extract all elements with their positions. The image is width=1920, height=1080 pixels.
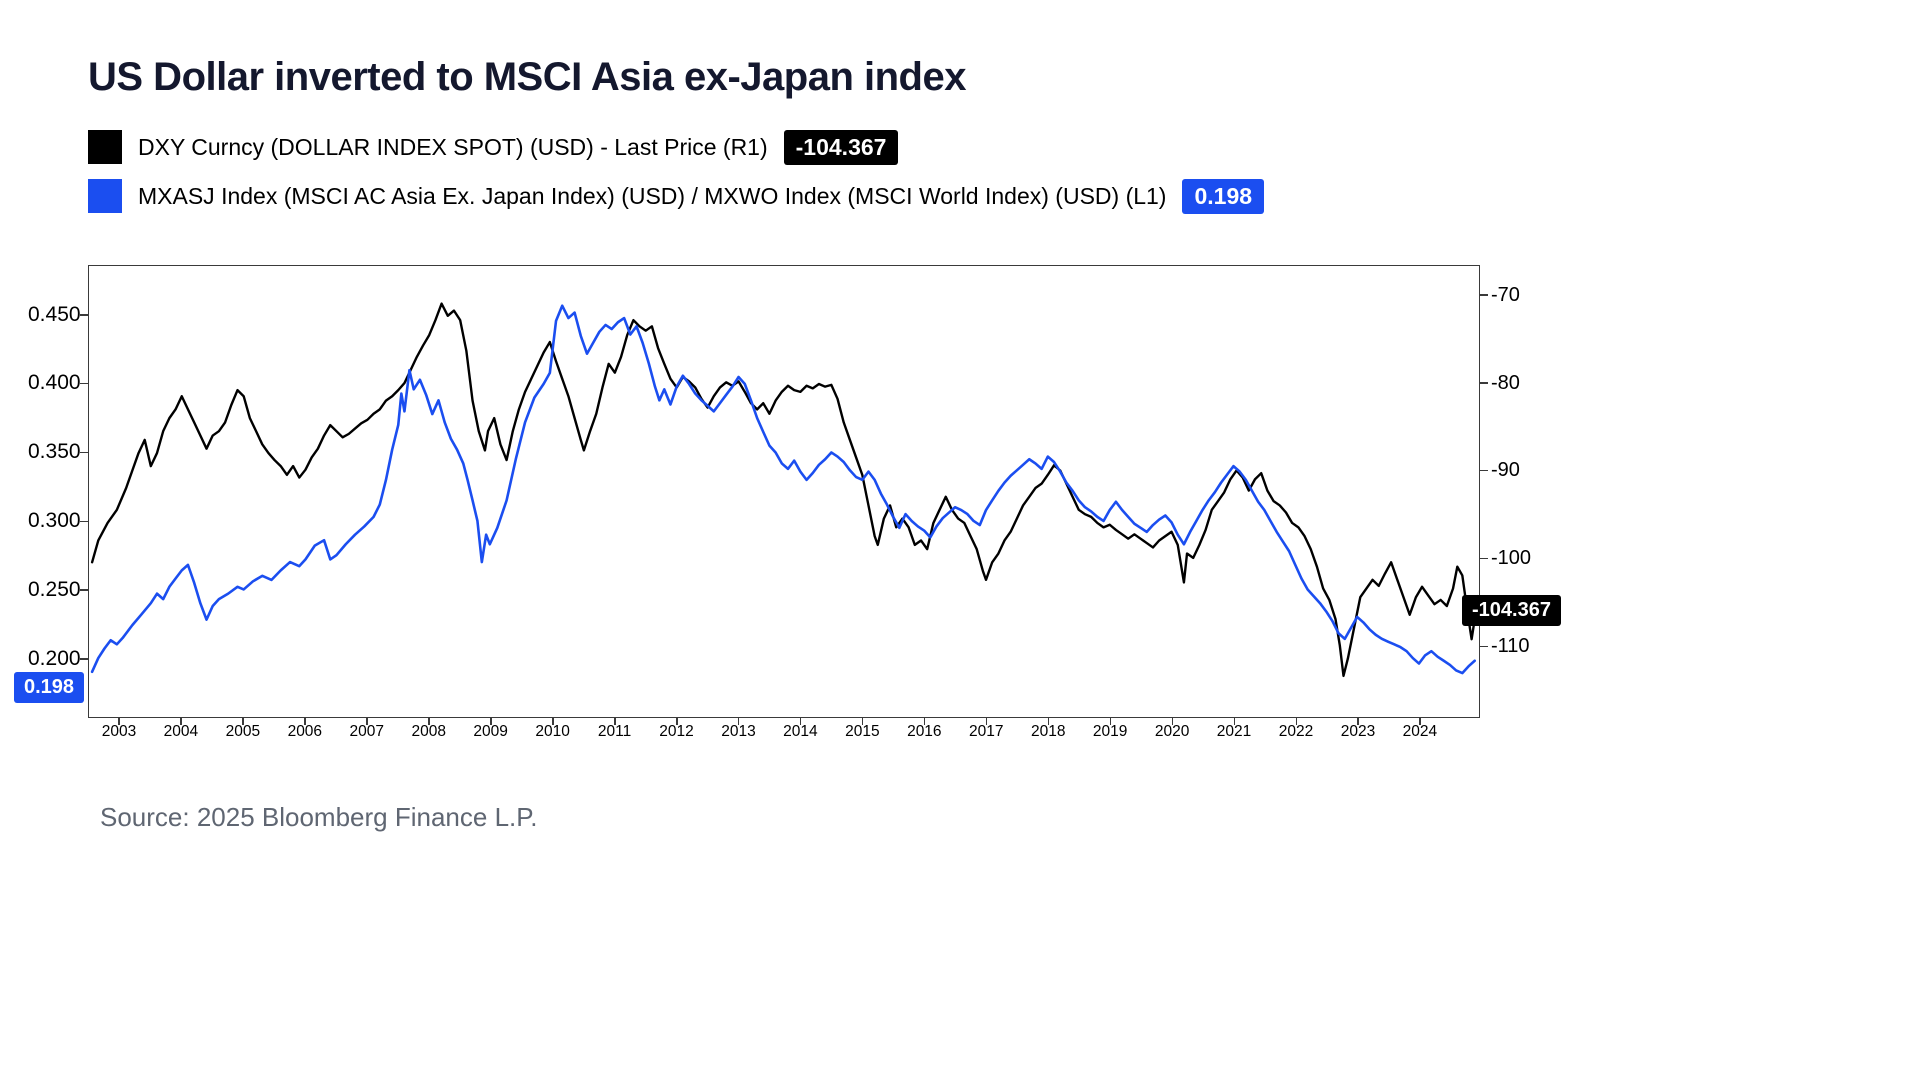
chart-canvas bbox=[90, 302, 1479, 678]
x-axis-tick-label: 2006 bbox=[287, 723, 323, 740]
x-axis-tick-mark bbox=[1419, 718, 1421, 725]
left-axis-tick-mark bbox=[80, 520, 88, 523]
x-axis-tick-mark bbox=[985, 718, 988, 725]
x-axis-tick-label: 2009 bbox=[473, 723, 508, 740]
x-axis-tick-mark bbox=[428, 718, 430, 725]
plot-area bbox=[88, 265, 1480, 718]
right-axis-tick-label: -90 bbox=[1491, 459, 1520, 482]
dxy-end-value-badge: -104.367 bbox=[1462, 594, 1561, 626]
legend-item-msci-ratio: MXASJ Index (MSCI AC Asia Ex. Japan Inde… bbox=[88, 177, 1265, 215]
x-axis-tick-label: 2011 bbox=[597, 723, 632, 740]
x-axis-tick-mark bbox=[799, 718, 802, 725]
legend-label-msci-ratio: MXASJ Index (MSCI AC Asia Ex. Japan Inde… bbox=[138, 182, 1167, 209]
x-axis-tick-label: 2019 bbox=[1092, 723, 1128, 740]
x-axis-tick-label: 2013 bbox=[721, 723, 756, 740]
x-axis-tick-mark bbox=[614, 718, 616, 725]
dxy-line bbox=[90, 302, 1479, 678]
x-axis-tick-mark bbox=[366, 718, 368, 725]
right-axis-tick-label: -110 bbox=[1491, 635, 1530, 657]
x-axis-tick-label: 2020 bbox=[1154, 723, 1190, 740]
x-axis-tick-mark bbox=[1295, 718, 1297, 725]
source-note: Source: 2025 Bloomberg Finance L.P. bbox=[100, 802, 538, 832]
x-axis-tick-mark bbox=[861, 718, 864, 725]
x-axis-tick-mark bbox=[1357, 718, 1359, 725]
left-axis-tick-label: 0.400 bbox=[28, 371, 81, 395]
left-axis-tick-mark bbox=[80, 589, 88, 591]
x-axis-tick-label: 2010 bbox=[535, 723, 570, 740]
left-axis-tick-label: 0.200 bbox=[28, 646, 81, 670]
page-title: US Dollar inverted to MSCI Asia ex-Japan… bbox=[88, 55, 966, 99]
right-axis-tick-mark bbox=[1480, 557, 1488, 560]
x-axis-tick-label: 2024 bbox=[1402, 723, 1438, 740]
msci-ratio-line bbox=[90, 304, 1477, 675]
x-axis-tick-mark bbox=[118, 718, 120, 725]
right-axis-tick-label: -100 bbox=[1491, 547, 1532, 570]
legend-label-dxy: DXY Curncy (DOLLAR INDEX SPOT) (USD) - L… bbox=[138, 133, 768, 160]
right-axis-tick-mark bbox=[1480, 469, 1488, 472]
x-axis-tick-label: 2017 bbox=[969, 723, 1004, 740]
x-axis-tick-label: 2007 bbox=[349, 723, 385, 740]
right-axis-tick-mark bbox=[1480, 382, 1488, 384]
x-axis-tick-label: 2012 bbox=[659, 723, 694, 740]
left-axis-tick-label: 0.250 bbox=[28, 577, 81, 601]
x-axis-tick-label: 2022 bbox=[1278, 723, 1314, 740]
x-axis-tick-mark bbox=[737, 718, 740, 725]
msci-ratio-color-swatch-icon bbox=[88, 179, 122, 213]
msci-ratio-last-value-badge: 0.198 bbox=[1182, 178, 1265, 214]
legend: DXY Curncy (DOLLAR INDEX SPOT) (USD) - L… bbox=[88, 128, 1265, 215]
x-axis-tick-label: 2003 bbox=[101, 723, 137, 740]
ratio-end-value-badge: 0.198 bbox=[14, 671, 85, 703]
x-axis-tick-mark bbox=[1047, 718, 1050, 725]
right-axis-tick-mark bbox=[1480, 645, 1488, 647]
dxy-last-price-badge: -104.367 bbox=[783, 129, 899, 165]
x-axis-tick-label: 2004 bbox=[163, 723, 199, 740]
x-axis-tick-label: 2016 bbox=[907, 723, 942, 740]
left-axis-tick-label: 0.300 bbox=[28, 509, 81, 533]
x-axis-tick-mark bbox=[552, 718, 554, 725]
x-axis-tick-mark bbox=[1109, 718, 1112, 725]
x-axis-tick-label: 2021 bbox=[1216, 723, 1252, 740]
legend-item-dxy: DXY Curncy (DOLLAR INDEX SPOT) (USD) - L… bbox=[88, 128, 1264, 166]
right-axis-tick-mark bbox=[1480, 294, 1488, 296]
x-axis-tick-mark bbox=[676, 718, 678, 725]
x-axis-tick-mark bbox=[1171, 718, 1174, 725]
right-axis-tick-label: -80 bbox=[1491, 371, 1520, 394]
left-axis-tick-label: 0.450 bbox=[28, 302, 81, 326]
x-axis-tick-mark bbox=[242, 718, 244, 725]
left-axis-tick-mark bbox=[80, 314, 88, 316]
x-axis-tick-mark bbox=[1233, 718, 1236, 725]
x-axis-tick-label: 2005 bbox=[225, 723, 261, 740]
x-axis-tick-mark bbox=[923, 718, 926, 725]
left-axis-tick-mark bbox=[80, 658, 88, 660]
right-axis-tick-label: -70 bbox=[1491, 283, 1520, 306]
left-axis-tick-label: 0.350 bbox=[28, 440, 81, 464]
x-axis-tick-mark bbox=[490, 718, 492, 725]
left-axis-tick-mark bbox=[80, 451, 88, 454]
x-axis-tick-mark bbox=[304, 718, 306, 725]
x-axis-tick-label: 2008 bbox=[411, 723, 446, 740]
dxy-color-swatch-icon bbox=[88, 130, 122, 164]
x-axis-tick-mark bbox=[180, 718, 182, 725]
x-axis-tick-label: 2023 bbox=[1340, 723, 1376, 740]
left-axis-tick-mark bbox=[80, 382, 88, 385]
x-axis-tick-label: 2015 bbox=[845, 723, 880, 740]
x-axis-tick-label: 2018 bbox=[1030, 723, 1066, 740]
x-axis-tick-label: 2014 bbox=[783, 723, 818, 740]
